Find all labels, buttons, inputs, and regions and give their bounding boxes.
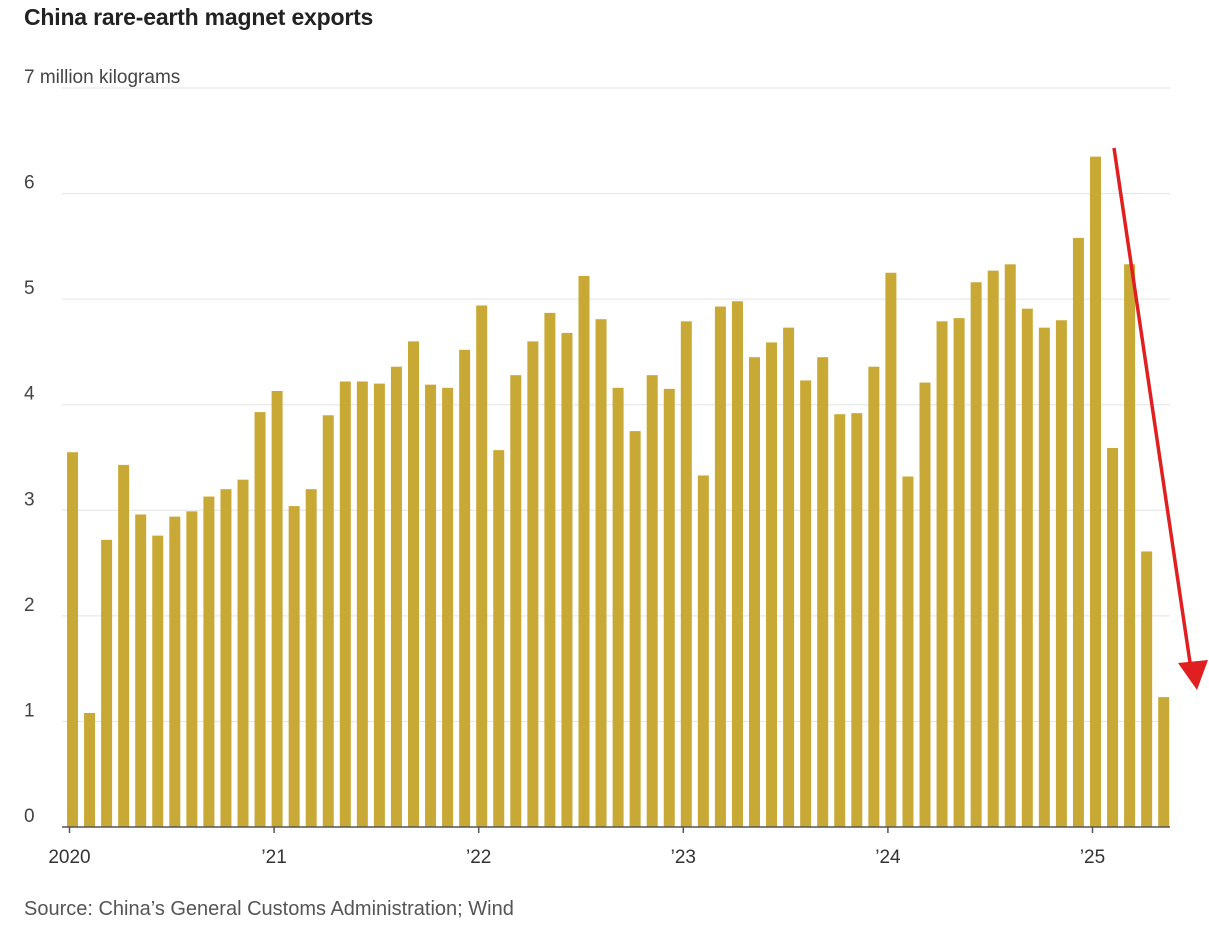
bar-2024-10 [1038,327,1050,827]
decline-arrow-shaft [1112,147,1194,677]
bar-2024-04 [936,321,948,827]
bar-2020-12 [254,412,266,827]
bar-2021-08 [390,366,402,827]
bar-2025-03 [1124,264,1136,827]
bar-2023-04 [731,301,743,827]
bar-2020-09 [203,496,215,827]
source-note: Source: China’s General Customs Administ… [24,898,514,920]
bar-2024-08 [1004,264,1016,827]
bar-2022-08 [595,319,607,827]
bar-2025-04 [1141,551,1153,827]
bar-2020-08 [186,511,198,827]
bar-2020-05 [135,514,147,827]
bar-2023-11 [851,413,863,827]
bar-2023-12 [868,366,880,827]
bar-2022-04 [527,341,539,827]
bar-2023-07 [783,327,795,827]
bar-2024-01 [885,272,897,827]
bar-2022-12 [663,388,675,827]
bar-2021-11 [442,387,454,827]
bar-2020-07 [169,516,181,827]
x-tick-label-2: ’22 [466,847,491,868]
y-tick-label-4: 4 [24,384,35,405]
y-tick-label-0: 0 [24,806,35,827]
bar-2022-09 [612,387,624,827]
bar-2023-09 [817,357,829,827]
bar-2025-05 [1158,697,1170,827]
bar-2024-05 [953,318,965,827]
chart-title: China rare-earth magnet exports [24,4,374,30]
bar-2020-03 [101,539,113,827]
bar-2021-04 [322,415,334,827]
bar-2023-02 [697,475,709,827]
bar-2020-10 [220,489,232,827]
bar-2023-08 [800,380,812,827]
bar-2023-05 [749,357,760,827]
bar-2024-07 [987,270,999,828]
bar-2021-02 [288,506,300,827]
bar-2024-11 [1055,320,1067,827]
y-tick-label-6: 6 [24,173,35,194]
x-tick-label-4: ’24 [875,847,901,868]
bar-2021-06 [356,381,368,827]
bar-2022-01 [476,305,488,827]
bar-2024-09 [1021,308,1033,827]
bar-2024-03 [919,382,931,827]
bar-2025-02 [1107,447,1119,827]
x-tick-label-0: 2020 [48,847,90,868]
bar-2022-02 [493,450,505,827]
bar-2021-12 [459,349,471,827]
bar-2021-03 [305,489,317,827]
bar-2022-06 [561,332,573,827]
bar-2020-01 [67,452,78,827]
bar-2021-10 [425,384,437,827]
bar-2024-02 [902,476,914,827]
y-tick-label-5: 5 [24,278,35,299]
y-tick-label-3: 3 [24,489,35,510]
x-tick-label-5: ’25 [1080,847,1105,868]
bar-2022-10 [629,431,641,827]
bar-2022-05 [544,312,556,827]
bar-2023-01 [680,321,692,827]
y-tick-label-1: 1 [24,700,35,721]
bar-2022-07 [578,275,590,828]
bar-2020-02 [84,712,96,827]
bar-2020-04 [118,464,130,827]
bar-2021-07 [373,383,385,827]
y-tick-label-2: 2 [24,595,35,616]
bar-2024-12 [1072,237,1084,827]
bar-2023-03 [714,306,726,828]
bar-2020-06 [152,535,164,827]
bar-2021-05 [339,381,351,827]
y-tick-label-7: 7 million kilograms [24,67,180,88]
bar-2021-01 [271,390,283,827]
bar-2022-11 [646,375,658,827]
bar-2022-03 [510,375,522,827]
bar-2023-10 [834,414,846,827]
bar-2023-06 [766,342,778,827]
x-tick-label-3: ’23 [671,847,696,868]
decline-arrow-head [1178,660,1208,690]
bar-2025-01 [1090,156,1101,827]
bar-2024-06 [970,282,982,827]
x-tick-label-1: ’21 [261,847,286,868]
bar-2021-09 [408,341,419,827]
bar-2020-11 [237,479,249,827]
